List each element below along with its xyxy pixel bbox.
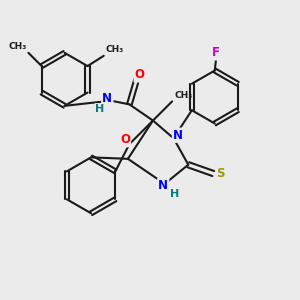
Text: N: N (173, 129, 183, 142)
Text: CH₃: CH₃ (105, 45, 124, 54)
Text: H: H (170, 189, 180, 199)
Text: N: N (102, 92, 112, 105)
Text: N: N (158, 179, 168, 192)
Text: O: O (135, 68, 145, 81)
Text: O: O (120, 133, 130, 146)
Text: CH₃: CH₃ (174, 91, 193, 100)
Text: CH₃: CH₃ (9, 42, 27, 51)
Text: F: F (212, 46, 220, 59)
Text: S: S (216, 167, 225, 180)
Text: H: H (95, 104, 105, 114)
